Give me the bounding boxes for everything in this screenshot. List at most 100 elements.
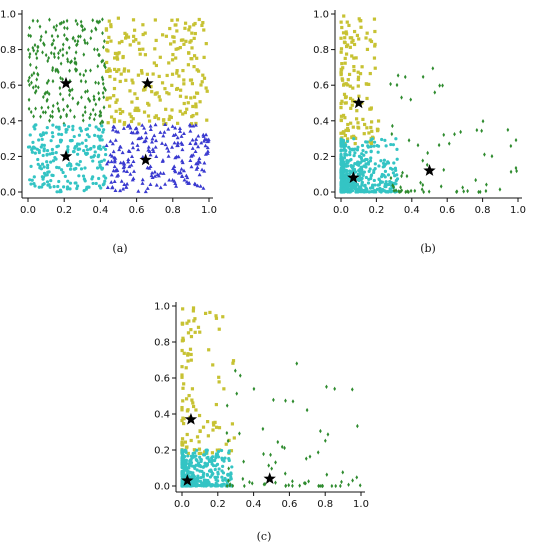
data-point	[74, 18, 78, 23]
data-point	[205, 456, 209, 460]
data-point	[124, 78, 128, 82]
data-point	[198, 429, 202, 434]
data-point	[57, 179, 61, 184]
data-point	[39, 37, 42, 43]
data-point	[355, 475, 359, 480]
data-point	[340, 179, 344, 183]
data-point	[351, 38, 355, 43]
data-point	[156, 173, 161, 178]
data-point	[201, 134, 206, 138]
data-point	[45, 180, 50, 184]
data-point	[365, 96, 369, 101]
data-point	[76, 100, 80, 105]
data-point	[388, 166, 393, 170]
data-point	[348, 169, 352, 173]
data-point	[196, 325, 201, 329]
data-point	[339, 156, 343, 160]
data-point	[242, 459, 245, 464]
data-point	[466, 188, 469, 194]
data-point	[137, 41, 141, 45]
data-point	[98, 19, 102, 24]
data-point	[368, 190, 372, 194]
data-point	[154, 38, 158, 43]
data-point	[179, 167, 184, 171]
data-point	[356, 145, 360, 149]
data-point	[151, 72, 155, 76]
data-point	[132, 34, 136, 38]
data-point	[348, 84, 352, 88]
data-point	[172, 140, 177, 145]
data-point	[89, 112, 93, 117]
data-point	[339, 106, 343, 110]
data-point	[354, 56, 358, 60]
data-point	[391, 143, 395, 147]
data-point	[98, 144, 102, 148]
data-point	[106, 121, 110, 125]
data-point	[150, 147, 155, 151]
y-tick-label: 0.2	[0, 152, 16, 163]
data-point	[215, 448, 219, 452]
data-point	[339, 71, 343, 75]
data-point	[136, 106, 140, 110]
data-point	[171, 35, 175, 39]
data-point	[51, 159, 56, 163]
data-point	[94, 125, 98, 129]
data-point	[194, 478, 199, 482]
data-point	[365, 157, 369, 162]
data-point	[147, 119, 152, 123]
data-point	[344, 82, 348, 86]
data-point	[284, 483, 288, 488]
data-point	[380, 180, 385, 184]
data-point	[79, 129, 83, 133]
data-point	[42, 165, 46, 169]
data-point	[97, 96, 101, 101]
data-point	[203, 480, 207, 484]
data-point	[84, 79, 88, 84]
data-point	[346, 160, 350, 164]
data-point	[391, 123, 394, 129]
data-point	[204, 132, 209, 137]
data-point	[45, 149, 50, 153]
series-points	[339, 137, 400, 194]
data-point	[196, 159, 201, 163]
data-point	[96, 134, 100, 138]
data-point	[367, 82, 371, 86]
data-point	[87, 185, 91, 189]
data-point	[356, 75, 361, 79]
data-point	[184, 173, 189, 178]
data-point	[111, 168, 116, 173]
data-point	[195, 448, 199, 452]
data-point	[91, 159, 95, 163]
data-point	[108, 74, 112, 79]
data-point	[83, 179, 87, 183]
data-point	[31, 45, 35, 51]
data-point	[287, 483, 291, 488]
data-point	[102, 174, 106, 178]
data-point	[202, 169, 207, 173]
data-point	[364, 188, 368, 192]
data-point	[352, 68, 356, 73]
data-point	[365, 31, 369, 35]
data-point	[80, 141, 84, 145]
data-point	[141, 47, 145, 51]
data-point	[372, 56, 377, 60]
data-point	[407, 138, 411, 143]
data-point	[345, 176, 349, 180]
data-point	[62, 185, 66, 189]
data-point	[191, 404, 196, 409]
data-point	[369, 140, 374, 144]
series-points	[26, 17, 107, 126]
data-point	[360, 180, 364, 184]
data-point	[37, 138, 41, 142]
data-point	[213, 420, 217, 424]
scatter-panel: 0.0 0.2 0.4 0.6 0.8 1.0 0.0 0.2 0.4 0.6 0.8 1.0	[313, 10, 526, 217]
data-point	[219, 448, 224, 453]
data-point	[485, 182, 488, 187]
data-point	[187, 51, 191, 55]
data-point	[135, 143, 140, 147]
data-point	[347, 482, 350, 487]
data-point	[47, 91, 51, 97]
data-point	[34, 88, 38, 94]
data-point	[389, 175, 393, 181]
data-point	[73, 38, 77, 44]
